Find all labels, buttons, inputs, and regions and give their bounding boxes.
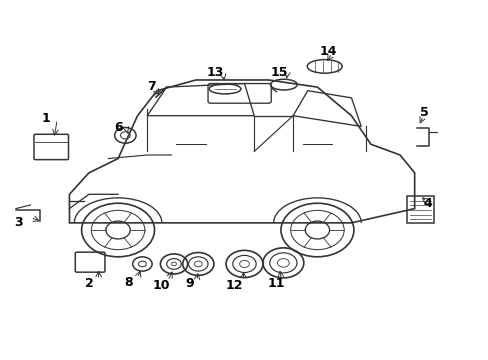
Text: 1: 1 [41, 112, 50, 125]
Text: 12: 12 [225, 279, 243, 292]
Text: 8: 8 [124, 276, 133, 289]
Text: 14: 14 [319, 45, 336, 58]
Text: 2: 2 [84, 277, 93, 290]
Text: 11: 11 [267, 277, 285, 290]
Text: 6: 6 [114, 121, 122, 134]
Text: 7: 7 [146, 80, 155, 93]
Text: 10: 10 [152, 279, 169, 292]
Text: 13: 13 [206, 66, 224, 79]
Text: 4: 4 [423, 197, 432, 210]
Text: 3: 3 [14, 216, 22, 229]
Text: 9: 9 [185, 277, 194, 290]
Text: 15: 15 [270, 66, 287, 79]
Text: 5: 5 [419, 106, 428, 120]
